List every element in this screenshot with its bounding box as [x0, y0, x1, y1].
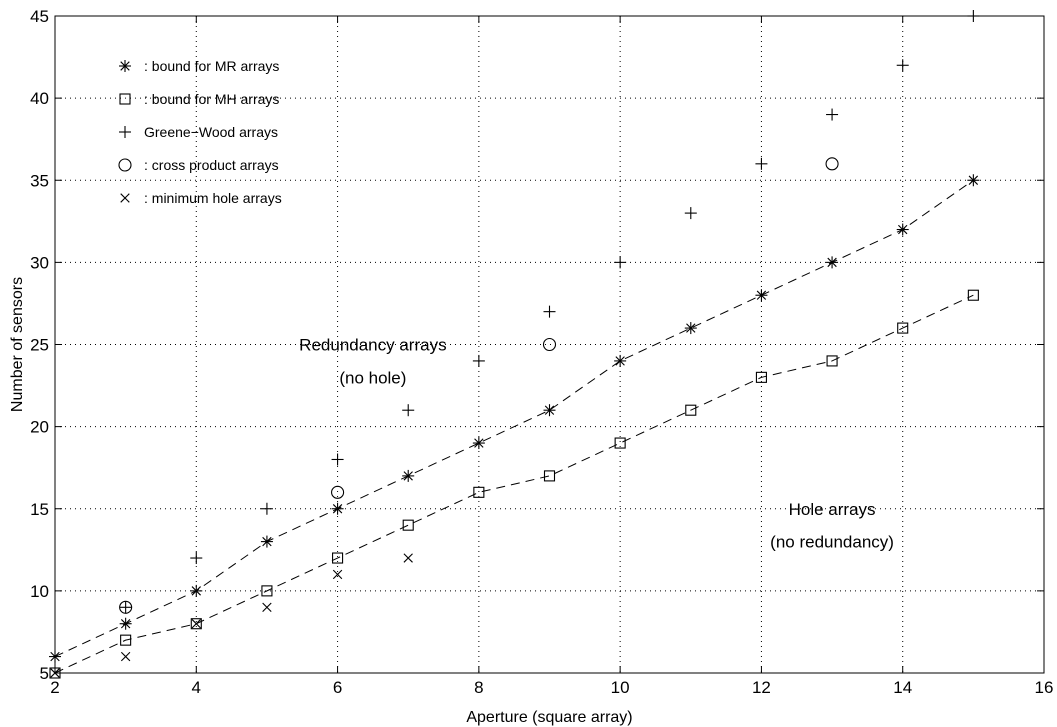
y-tick-label: 20 — [30, 418, 49, 437]
data-point-x — [332, 569, 343, 580]
grid — [55, 16, 1044, 673]
legend-marker-x — [120, 193, 130, 203]
data-point-square — [543, 470, 556, 482]
data-point-asterisk — [190, 584, 203, 597]
x-tick-label: 16 — [1035, 678, 1054, 697]
data-point-plus — [472, 354, 485, 367]
data-point-plus — [402, 404, 415, 417]
x-tick-label: 6 — [333, 678, 342, 697]
annotation-text: Redundancy arrays — [299, 336, 446, 355]
x-tick-label: 8 — [474, 678, 483, 697]
data-point-asterisk — [684, 322, 697, 335]
data-point-asterisk — [402, 469, 415, 482]
data-markers — [49, 10, 980, 679]
legend-label: : bound for MH arrays — [144, 91, 279, 107]
data-point-square — [614, 437, 626, 449]
data-point-x — [120, 651, 131, 662]
x-tick-label: 14 — [893, 678, 912, 697]
data-point-circle — [331, 485, 345, 499]
data-point-plus — [967, 10, 980, 22]
data-point-x — [191, 619, 201, 629]
data-point-plus — [260, 502, 273, 515]
data-point-square — [332, 552, 344, 564]
legend: : bound for MR arrays : bound for MH arra… — [118, 58, 282, 206]
x-tick-label: 10 — [611, 678, 630, 697]
data-point-asterisk — [260, 535, 273, 548]
data-point-square — [402, 519, 414, 531]
y-tick-label: 35 — [30, 171, 49, 190]
data-point-x — [403, 553, 413, 563]
annotation-text: Hole arrays — [789, 500, 876, 519]
legend-label: Greene−Wood arrays — [144, 124, 278, 140]
annotation-text: (no hole) — [339, 368, 406, 387]
data-point-asterisk — [826, 256, 839, 269]
series-line-asterisk — [54, 179, 974, 658]
y-tick-label: 5 — [40, 664, 49, 683]
data-point-asterisk — [614, 354, 627, 367]
axis-ticks: 2 4 6 8 10 12 14 16 5 10 15 20 25 30 35 40 45 — [30, 7, 1053, 697]
data-point-square — [49, 667, 61, 679]
y-tick-label: 45 — [30, 7, 49, 26]
data-point-square — [826, 355, 838, 367]
data-point-plus — [684, 207, 697, 220]
y-tick-label: 15 — [30, 500, 49, 519]
data-point-asterisk — [543, 404, 556, 417]
data-point-square — [755, 371, 767, 383]
data-point-square — [473, 486, 485, 498]
data-point-circle — [119, 600, 133, 614]
series-lines — [54, 179, 974, 674]
annotations: Redundancy arrays (no hole) Hole arrays (no… — [299, 336, 894, 552]
data-point-plus — [755, 157, 768, 170]
legend-label: : bound for MR arrays — [144, 58, 279, 74]
y-tick-label: 10 — [30, 582, 49, 601]
legend-marker-square — [119, 93, 131, 105]
legend-label: : cross product arrays — [144, 157, 279, 173]
data-point-asterisk — [472, 437, 485, 450]
x-axis-label: Aperture (square array) — [466, 709, 632, 726]
data-point-square — [967, 289, 979, 301]
data-point-plus — [543, 305, 556, 318]
data-point-asterisk — [331, 502, 344, 515]
annotation-text: (no redundancy) — [770, 533, 894, 552]
data-point-asterisk — [755, 289, 768, 302]
data-point-x — [50, 668, 60, 678]
data-point-asterisk — [896, 223, 909, 236]
y-tick-label: 25 — [30, 336, 49, 355]
data-point-plus — [826, 108, 839, 121]
x-tick-label: 12 — [752, 678, 771, 697]
series-line-square — [54, 294, 974, 674]
data-point-square — [897, 322, 909, 334]
y-axis-label: Number of sensors — [9, 277, 26, 412]
data-point-square — [120, 634, 132, 646]
y-tick-label: 30 — [30, 253, 49, 272]
legend-marker-circle — [118, 158, 132, 172]
legend-marker-plus — [119, 126, 131, 138]
data-point-circle — [542, 337, 557, 352]
legend-label: : minimum hole arrays — [144, 190, 282, 206]
data-point-plus — [119, 601, 132, 614]
data-point-square — [685, 404, 697, 416]
data-point-plus — [614, 256, 627, 269]
data-point-square — [190, 618, 202, 630]
data-point-plus — [190, 552, 203, 565]
legend-marker-asterisk — [119, 60, 131, 72]
data-point-x — [262, 602, 272, 612]
data-point-asterisk — [967, 174, 980, 187]
data-point-circle — [825, 157, 839, 171]
x-tick-label: 4 — [192, 678, 201, 697]
y-tick-label: 40 — [30, 89, 49, 108]
data-point-asterisk — [119, 617, 132, 630]
data-point-square — [261, 585, 273, 597]
data-point-asterisk — [49, 650, 61, 663]
data-point-plus — [896, 59, 909, 72]
data-point-plus — [331, 453, 344, 466]
x-tick-label: 2 — [50, 678, 59, 697]
